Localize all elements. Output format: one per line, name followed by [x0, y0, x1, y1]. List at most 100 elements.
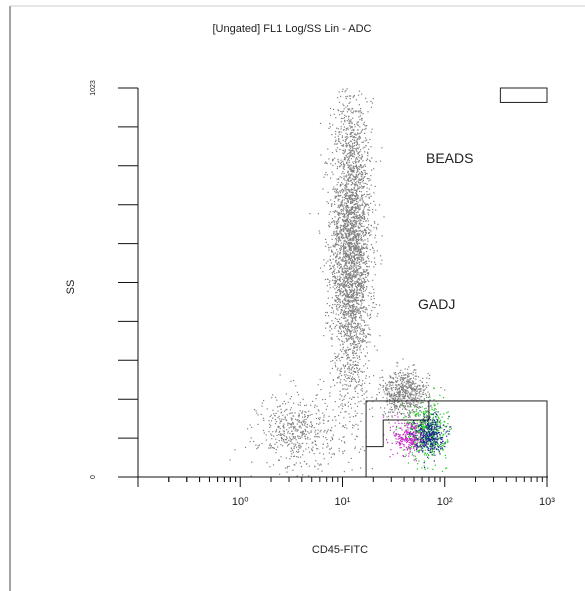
data-point [366, 279, 368, 281]
data-point [359, 272, 361, 274]
data-point [335, 227, 337, 229]
data-point [353, 170, 355, 172]
data-point [285, 436, 288, 438]
data-point [349, 152, 351, 154]
data-point [394, 435, 396, 437]
data-point [322, 447, 324, 449]
data-point [366, 313, 368, 315]
data-point [417, 427, 419, 429]
data-point [364, 231, 367, 233]
data-point [317, 213, 319, 215]
data-point [335, 299, 337, 301]
data-point [422, 428, 424, 430]
data-point [344, 188, 346, 190]
data-point [353, 265, 356, 267]
data-point [341, 111, 343, 113]
data-point [289, 409, 291, 411]
data-point [445, 441, 447, 443]
data-point [397, 416, 399, 418]
data-point [269, 443, 271, 445]
data-point [409, 428, 411, 430]
data-point [414, 433, 416, 435]
data-point [351, 238, 354, 240]
data-point [345, 237, 348, 239]
data-point [349, 101, 351, 103]
data-point [421, 439, 423, 441]
data-point [347, 204, 349, 207]
data-point [334, 272, 336, 274]
data-point [363, 290, 365, 292]
data-point [360, 238, 362, 240]
data-point [431, 407, 433, 409]
data-point [419, 430, 421, 432]
data-point [396, 405, 398, 407]
data-point [350, 120, 352, 122]
data-point [328, 158, 330, 160]
data-point [362, 166, 364, 168]
data-point [415, 372, 417, 374]
data-point [280, 433, 282, 435]
data-point [362, 296, 364, 298]
data-point [333, 108, 335, 110]
data-point [341, 236, 343, 238]
data-point [361, 383, 363, 385]
data-point [339, 381, 341, 383]
data-point [369, 382, 371, 384]
data-point [360, 420, 362, 422]
data-point [353, 238, 355, 240]
data-point [402, 377, 404, 379]
data-point [383, 391, 385, 393]
data-point [330, 262, 332, 264]
data-point [424, 408, 426, 410]
data-point [331, 221, 333, 223]
data-point [336, 254, 338, 256]
data-point [356, 327, 359, 329]
data-point [347, 245, 349, 247]
data-point [357, 337, 359, 339]
data-point [346, 156, 348, 158]
data-point [357, 211, 359, 213]
data-point [353, 198, 355, 200]
data-point [348, 329, 350, 331]
data-point [346, 218, 349, 221]
data-point [416, 413, 418, 415]
data-point [347, 188, 349, 190]
data-point [350, 133, 352, 135]
data-point [340, 304, 342, 307]
data-point [342, 205, 344, 208]
data-point [364, 263, 366, 265]
data-point [350, 315, 352, 317]
data-point [335, 117, 337, 119]
data-point [354, 232, 356, 234]
data-point [329, 372, 331, 374]
data-point [339, 325, 341, 327]
data-point [357, 273, 359, 275]
data-point [342, 183, 344, 185]
data-point [330, 267, 332, 270]
data-point [367, 238, 369, 240]
data-point [342, 317, 344, 319]
scatter-points [229, 88, 452, 478]
data-point [337, 225, 339, 228]
data-point [333, 222, 335, 224]
data-point [356, 367, 358, 370]
data-point [279, 434, 281, 436]
data-point [362, 231, 364, 234]
data-point [275, 396, 277, 398]
data-point [347, 362, 349, 364]
data-point [290, 417, 292, 419]
data-point [357, 235, 359, 237]
data-point [413, 438, 415, 440]
data-point [339, 291, 341, 293]
data-point [427, 405, 429, 407]
data-point [416, 397, 418, 399]
data-point [404, 405, 407, 407]
data-point [339, 322, 341, 325]
data-point [296, 456, 298, 458]
data-point [315, 436, 317, 438]
data-point [357, 226, 359, 228]
data-point [350, 291, 352, 293]
data-point [424, 468, 426, 470]
data-point [406, 449, 408, 451]
data-point [402, 378, 404, 380]
